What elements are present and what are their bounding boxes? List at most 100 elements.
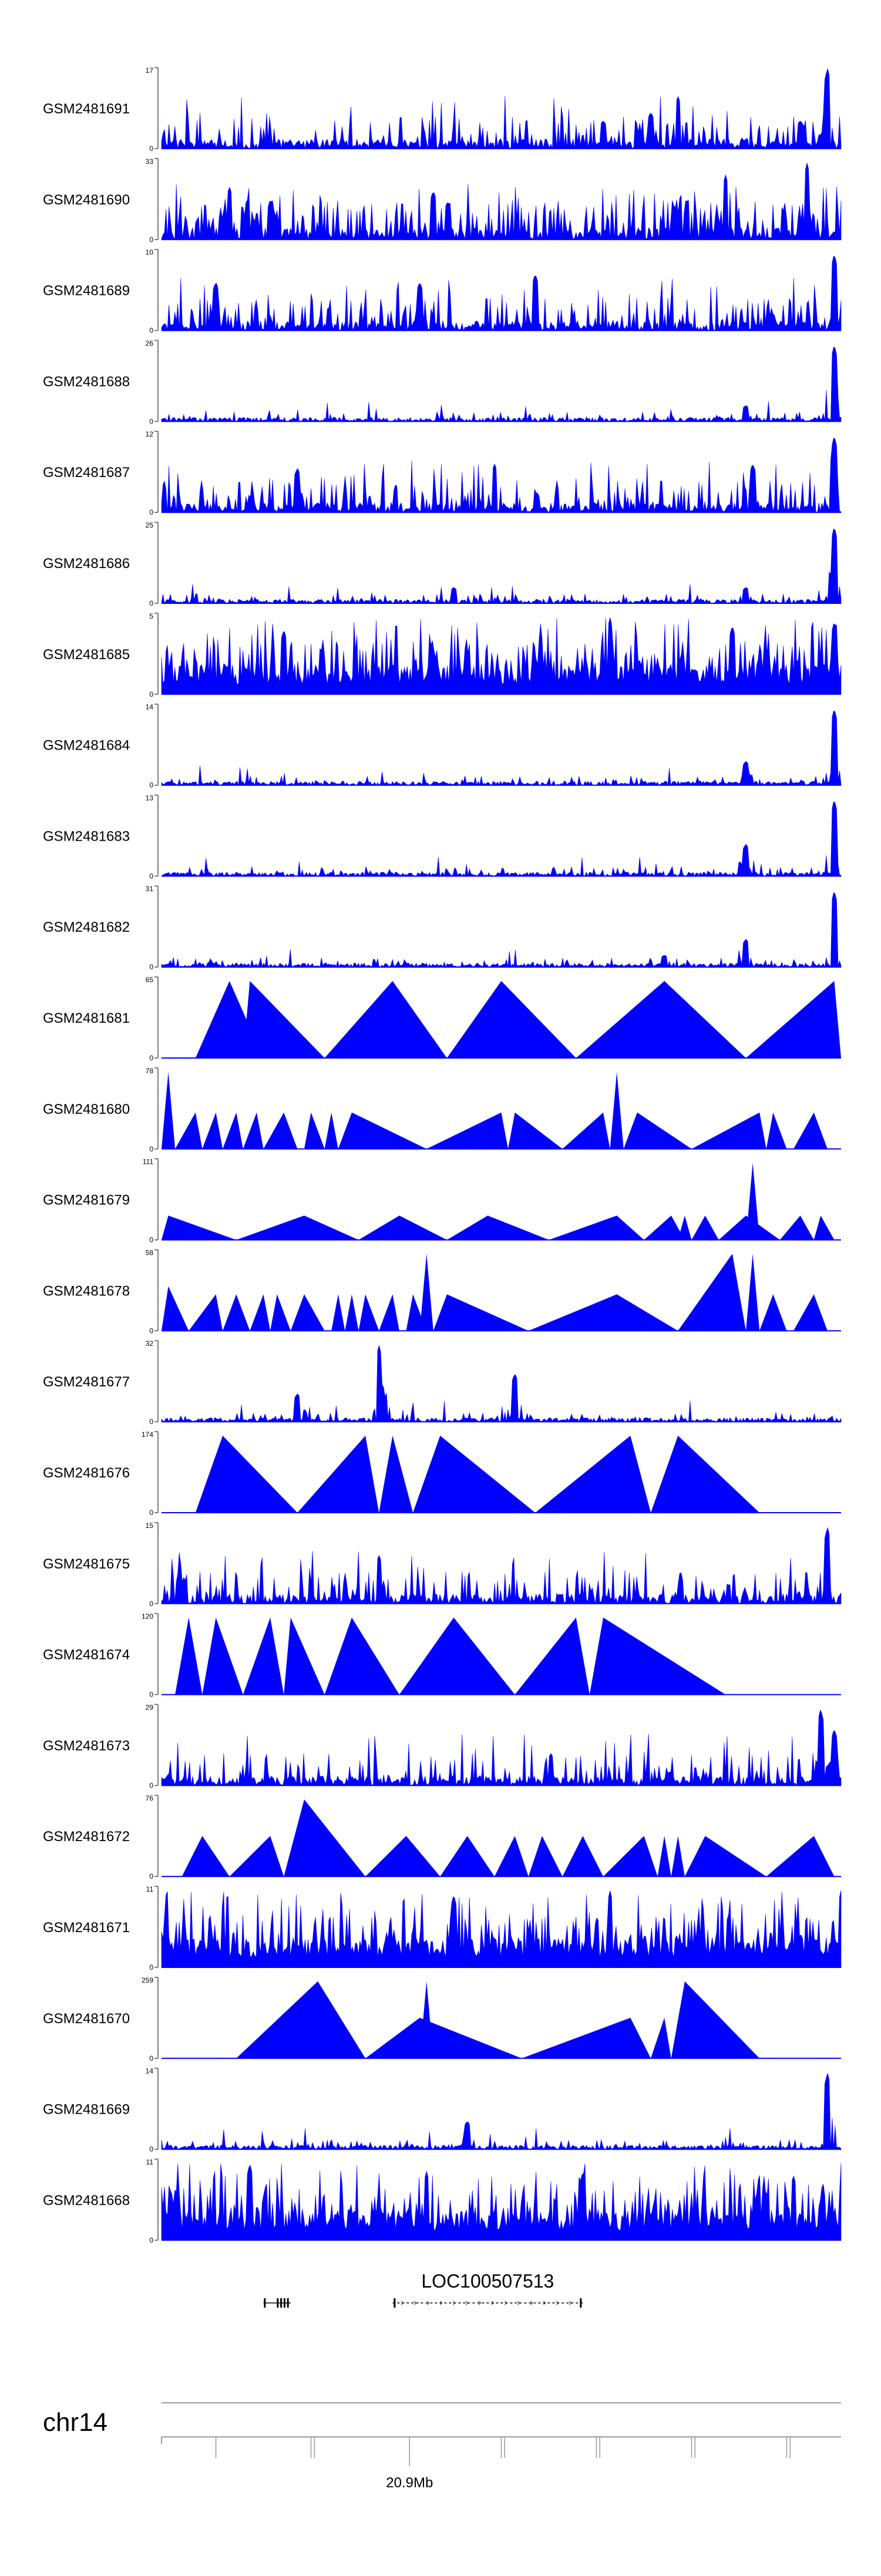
track-ymax-label: 58 <box>146 1248 154 1257</box>
track-label-GSM2481681: GSM2481681 <box>43 1010 130 1026</box>
track-ymin-label: 0 <box>149 236 153 244</box>
track-label-GSM2481687: GSM2481687 <box>43 465 130 481</box>
track-label-GSM2481676: GSM2481676 <box>43 1465 130 1481</box>
track-label-GSM2481679: GSM2481679 <box>43 1193 130 1208</box>
track-06-signal <box>161 617 842 695</box>
track-07-signal <box>161 710 842 786</box>
track-ymin-label: 0 <box>149 2054 153 2063</box>
track-00-signal <box>161 68 842 150</box>
track-10-peak-4 <box>576 980 747 1058</box>
track-11-peak-6 <box>304 1112 325 1149</box>
track-ymin-label: 0 <box>149 508 153 516</box>
track-ymin-label: 0 <box>149 1326 153 1335</box>
track-ymax-label: 32 <box>146 1339 154 1348</box>
track-ymin-label: 0 <box>149 327 153 335</box>
track-21-peak-3 <box>522 2017 651 2058</box>
gene-0-exon-0 <box>264 2298 266 2308</box>
track-ymin-label: 0 <box>149 1600 153 1608</box>
track-ymin-label: 0 <box>149 963 153 971</box>
track-11-peak-0 <box>162 1072 176 1149</box>
track-15-peak-0 <box>195 1435 298 1513</box>
track-ymax-label: 11 <box>146 2158 154 2166</box>
track-label-GSM2481668: GSM2481668 <box>43 2192 130 2208</box>
track-16-signal <box>161 1527 842 1604</box>
track-12-peak-0 <box>162 1215 237 1240</box>
track-13-peak-8 <box>358 1294 379 1331</box>
track-19-peak-6 <box>528 1836 563 1877</box>
track-ymax-label: 31 <box>146 885 154 893</box>
track-17-peak-5 <box>399 1617 515 1695</box>
track-17-peak-4 <box>324 1617 399 1695</box>
track-12-peak-4 <box>549 1215 644 1240</box>
gene-strand-arrow <box>530 2300 533 2305</box>
track-12-peak-11 <box>813 1215 835 1240</box>
track-ymax-label: 17 <box>146 66 154 75</box>
track-11-peak-10 <box>508 1112 563 1149</box>
track-13-peak-15 <box>746 1254 760 1331</box>
track-19-peak-7 <box>562 1836 604 1877</box>
gene-strand-arrow <box>453 2300 456 2305</box>
track-13-peak-6 <box>331 1294 345 1331</box>
track-label-GSM2481688: GSM2481688 <box>43 374 130 389</box>
track-11-peak-11 <box>562 1112 610 1149</box>
track-23-signal <box>161 2163 842 2241</box>
gene-0-exon-2 <box>280 2298 283 2308</box>
track-ymax-label: 5 <box>149 612 153 620</box>
track-13-peak-14 <box>678 1254 747 1331</box>
track-20-signal <box>161 1890 842 1968</box>
track-12-peak-5 <box>644 1215 685 1240</box>
track-19-peak-2 <box>284 1799 366 1877</box>
track-10-peak-3 <box>446 980 576 1058</box>
track-label-GSM2481675: GSM2481675 <box>43 1556 130 1572</box>
gene-0-exon-1 <box>277 2298 279 2308</box>
track-11-peak-14 <box>691 1112 766 1149</box>
track-ymin-label: 0 <box>149 1054 153 1062</box>
track-ymax-label: 10 <box>146 248 154 257</box>
track-13-peak-9 <box>379 1294 399 1331</box>
track-ymin-label: 0 <box>149 872 153 880</box>
track-label-GSM2481685: GSM2481685 <box>43 647 130 663</box>
track-ymax-label: 111 <box>143 1158 154 1166</box>
track-10-peak-1 <box>243 980 325 1058</box>
track-label-GSM2481669: GSM2481669 <box>43 2102 130 2118</box>
track-label-GSM2481682: GSM2481682 <box>43 919 130 935</box>
track-ymax-label: 76 <box>146 1794 154 1802</box>
track-21-peak-0 <box>236 1981 366 2058</box>
track-01-signal <box>161 163 842 240</box>
track-18-signal <box>161 1709 842 1786</box>
track-12-peak-9 <box>746 1163 760 1240</box>
track-ymin-label: 0 <box>149 599 153 607</box>
track-13-peak-13 <box>528 1294 678 1331</box>
track-ymax-label: 15 <box>146 1522 154 1530</box>
track-label-GSM2481677: GSM2481677 <box>43 1374 130 1390</box>
track-ymin-label: 0 <box>149 1418 153 1426</box>
track-label-GSM2481690: GSM2481690 <box>43 192 130 208</box>
track-03-signal <box>161 347 842 422</box>
track-17-peak-6 <box>515 1617 590 1695</box>
gene-strand-arrow <box>401 2300 404 2305</box>
track-19-peak-11 <box>684 1836 766 1877</box>
gene-strand-arrow <box>414 2300 417 2305</box>
track-label-GSM2481671: GSM2481671 <box>43 1920 130 1936</box>
track-15-peak-1 <box>297 1435 379 1513</box>
track-label-GSM2481672: GSM2481672 <box>43 1829 130 1845</box>
track-19-peak-3 <box>365 1836 441 1877</box>
gene-0-exon-4 <box>287 2298 289 2308</box>
track-15-peak-2 <box>379 1435 413 1513</box>
gene-strand-arrow <box>569 2300 572 2305</box>
track-19-peak-1 <box>229 1836 284 1877</box>
track-11-peak-16 <box>793 1112 828 1149</box>
track-04-signal <box>161 437 842 513</box>
track-08-signal <box>161 801 842 877</box>
track-10-peak-5 <box>746 980 841 1058</box>
gene-strand-arrow <box>440 2300 443 2305</box>
track-label-GSM2481670: GSM2481670 <box>43 2011 130 2027</box>
track-ymin-label: 0 <box>149 417 153 425</box>
gene-strand-arrow <box>505 2300 507 2305</box>
gene-1-exon-1 <box>580 2298 582 2308</box>
track-19-peak-10 <box>671 1836 685 1877</box>
track-13-peak-2 <box>223 1294 250 1331</box>
track-label-GSM2481684: GSM2481684 <box>43 738 130 754</box>
